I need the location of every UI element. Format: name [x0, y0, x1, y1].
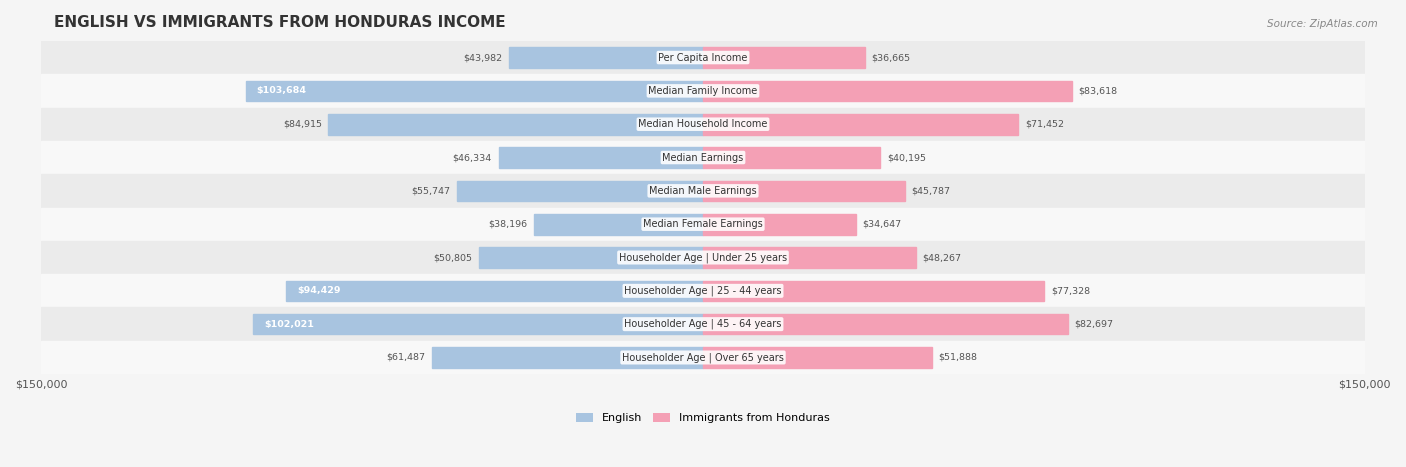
- Text: Median Male Earnings: Median Male Earnings: [650, 186, 756, 196]
- Text: $51,888: $51,888: [939, 353, 977, 362]
- Bar: [41, 41, 1365, 74]
- Bar: [479, 247, 703, 268]
- Text: $36,665: $36,665: [872, 53, 911, 62]
- Text: Householder Age | 45 - 64 years: Householder Age | 45 - 64 years: [624, 319, 782, 329]
- Text: Median Household Income: Median Household Income: [638, 119, 768, 129]
- Text: Median Family Income: Median Family Income: [648, 86, 758, 96]
- Bar: [246, 80, 703, 101]
- Bar: [703, 214, 856, 234]
- Bar: [509, 47, 703, 68]
- Text: $40,195: $40,195: [887, 153, 927, 162]
- Text: $103,684: $103,684: [257, 86, 307, 95]
- Text: $71,452: $71,452: [1025, 120, 1064, 129]
- Bar: [41, 274, 1365, 307]
- Bar: [703, 181, 905, 201]
- Bar: [457, 181, 703, 201]
- Bar: [534, 214, 703, 234]
- Text: $83,618: $83,618: [1078, 86, 1118, 95]
- Text: $43,982: $43,982: [463, 53, 502, 62]
- Text: $48,267: $48,267: [922, 253, 962, 262]
- Text: $84,915: $84,915: [283, 120, 322, 129]
- Bar: [432, 347, 703, 368]
- Bar: [253, 314, 703, 334]
- Text: Source: ZipAtlas.com: Source: ZipAtlas.com: [1267, 19, 1378, 28]
- Text: ENGLISH VS IMMIGRANTS FROM HONDURAS INCOME: ENGLISH VS IMMIGRANTS FROM HONDURAS INCO…: [55, 15, 506, 30]
- Bar: [287, 281, 703, 301]
- Bar: [41, 207, 1365, 241]
- Text: $61,487: $61,487: [387, 353, 425, 362]
- Text: Householder Age | 25 - 44 years: Householder Age | 25 - 44 years: [624, 286, 782, 296]
- Bar: [703, 147, 880, 168]
- Text: $94,429: $94,429: [298, 286, 340, 295]
- Text: $46,334: $46,334: [453, 153, 492, 162]
- Bar: [703, 347, 932, 368]
- Bar: [41, 107, 1365, 141]
- Text: $34,647: $34,647: [862, 219, 901, 229]
- Text: $50,805: $50,805: [433, 253, 472, 262]
- Text: $102,021: $102,021: [264, 319, 314, 329]
- Bar: [41, 174, 1365, 207]
- Text: Householder Age | Over 65 years: Householder Age | Over 65 years: [621, 352, 785, 363]
- Text: $77,328: $77,328: [1050, 286, 1090, 295]
- Bar: [703, 80, 1071, 101]
- Text: $82,697: $82,697: [1074, 319, 1114, 329]
- Bar: [41, 341, 1365, 374]
- Text: $55,747: $55,747: [412, 186, 450, 195]
- Bar: [499, 147, 703, 168]
- Bar: [703, 314, 1067, 334]
- Bar: [41, 74, 1365, 107]
- Bar: [703, 47, 865, 68]
- Bar: [329, 114, 703, 134]
- Bar: [41, 307, 1365, 341]
- Text: Householder Age | Under 25 years: Householder Age | Under 25 years: [619, 252, 787, 263]
- Bar: [703, 114, 1018, 134]
- Text: Median Earnings: Median Earnings: [662, 153, 744, 163]
- Text: Per Capita Income: Per Capita Income: [658, 53, 748, 63]
- Text: Median Female Earnings: Median Female Earnings: [643, 219, 763, 229]
- Legend: English, Immigrants from Honduras: English, Immigrants from Honduras: [571, 407, 835, 429]
- Text: $45,787: $45,787: [911, 186, 950, 195]
- Bar: [41, 241, 1365, 274]
- Bar: [703, 281, 1045, 301]
- Bar: [41, 141, 1365, 174]
- Text: $38,196: $38,196: [489, 219, 527, 229]
- Bar: [703, 247, 915, 268]
